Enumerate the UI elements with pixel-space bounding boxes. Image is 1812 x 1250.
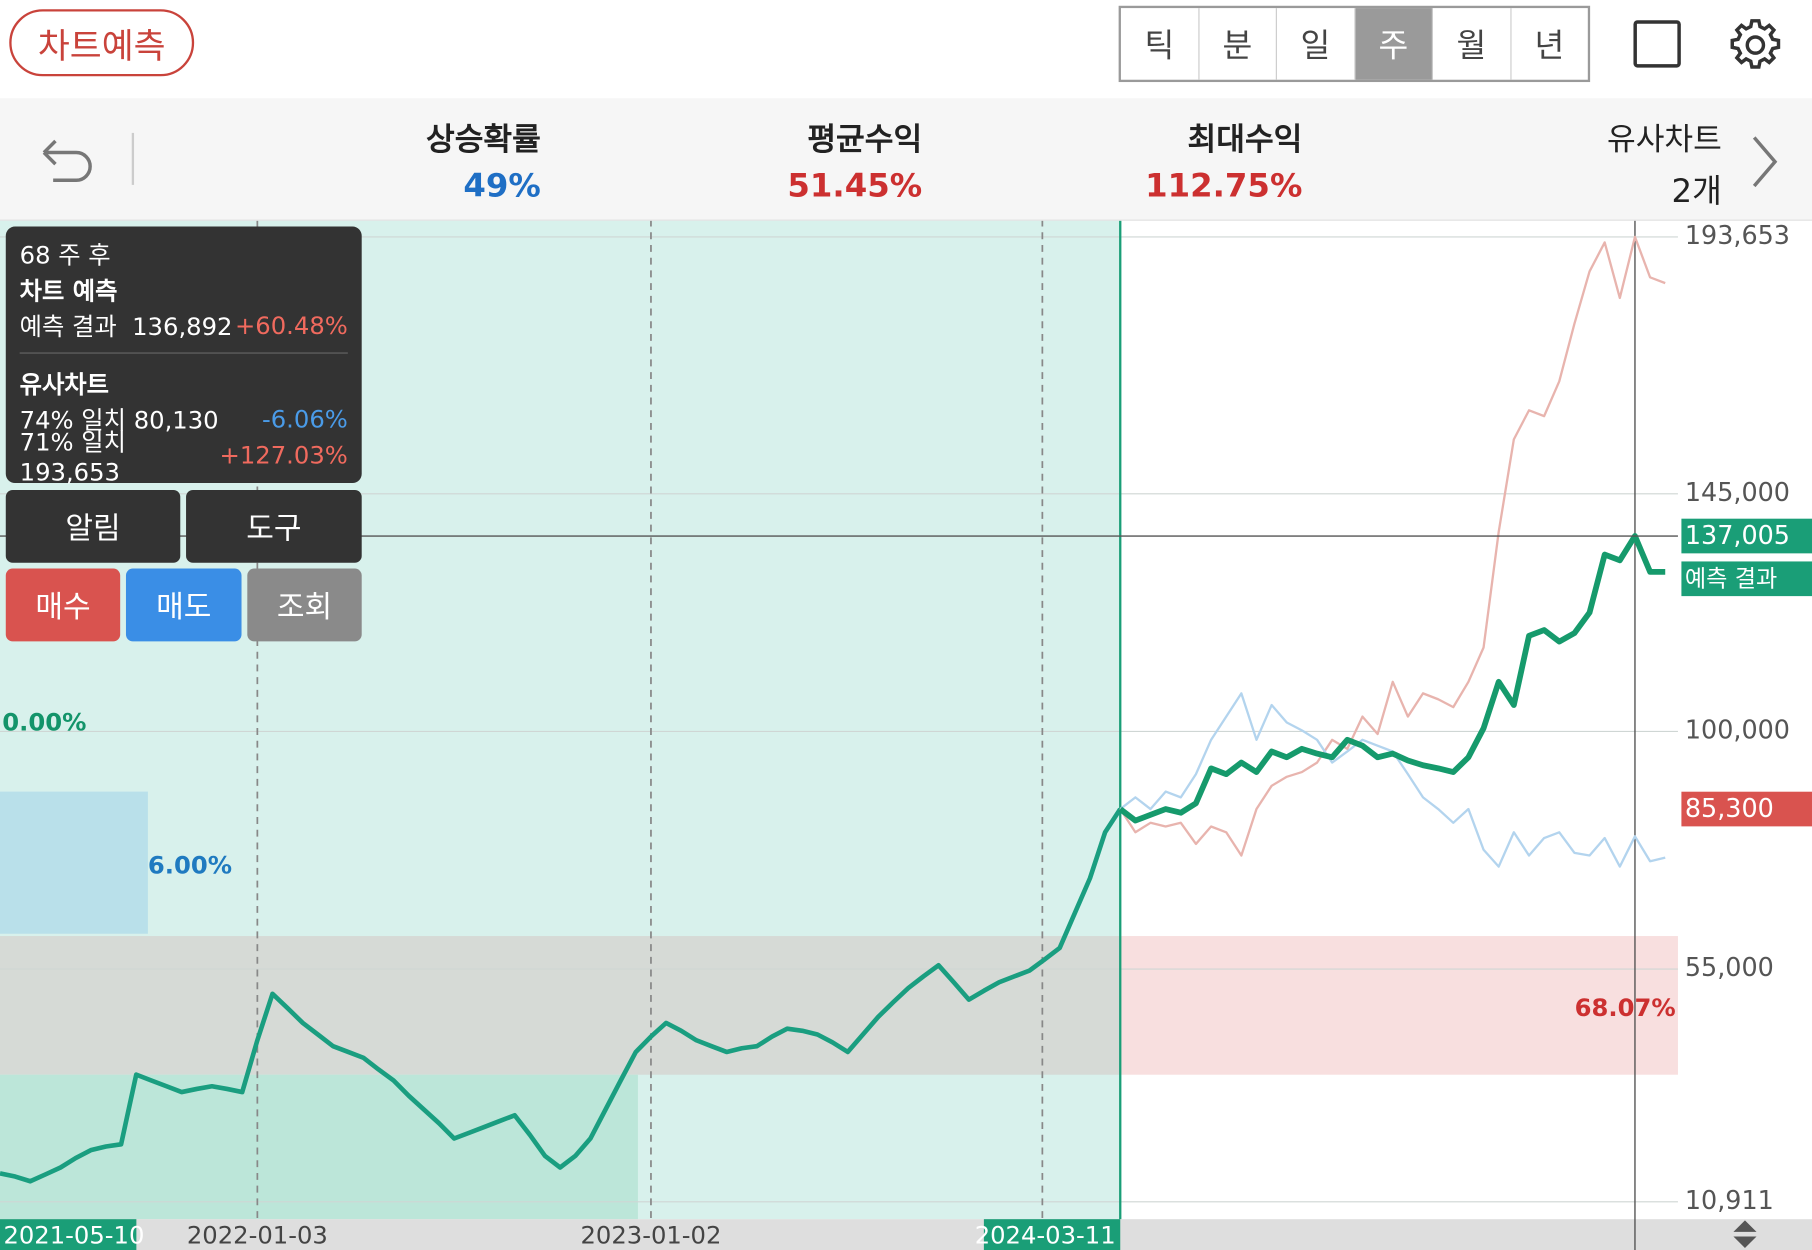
similar-value: 2개 (1671, 172, 1722, 211)
result-label: 예측 결과 (19, 312, 117, 341)
x-tick-label: 2023-01-02 (580, 1221, 721, 1250)
band-label: 0.00% (2, 707, 86, 736)
similar-info: 71% 일치 193,653 (20, 424, 220, 486)
tooltip-row: 유사차트 (20, 365, 348, 401)
similar-value: 80,130 (133, 406, 219, 434)
x-label-box (0, 1219, 137, 1250)
stat: 평균수익 51.45% (668, 114, 922, 204)
similar-rows: 74% 일치 80,130 -6.06% 71% 일치 193,653 +127.03… (20, 401, 348, 486)
x-label-box (983, 1219, 1121, 1250)
band-label: 6.00% (148, 851, 232, 880)
period: 68 주 후 (19, 240, 111, 269)
series-line (1118, 533, 1666, 824)
tooltip-row: 예측 결과 136,892 +60.48% (20, 307, 348, 343)
similar-change: -6.06% (261, 405, 348, 433)
stat-value: 51.45% (787, 166, 923, 205)
series-line (0, 807, 1123, 1184)
separator (19, 352, 348, 354)
fullscreen-icon[interactable] (1629, 16, 1687, 74)
tab[interactable]: 일 (1277, 8, 1355, 80)
y-tick-label: 55,000 (1685, 952, 1774, 982)
x-tick-label: 2022-01-03 (187, 1221, 328, 1250)
similar-value: 193,653 (19, 458, 121, 486)
stat: 상승확률 49% (287, 114, 541, 204)
prediction-tag (1681, 561, 1812, 597)
similar-row: 74% 일치 80,130 -6.06% (20, 401, 348, 437)
tab[interactable]: 분 (1199, 8, 1277, 80)
chevron-icon[interactable] (1747, 133, 1782, 191)
stat-label: 상승확률 (425, 122, 541, 159)
tooltip: 68 주 후 차트 예측 예측 결과 136,892 +60.48% 유사차트 7… (5, 226, 362, 486)
scroll-icon (1733, 1220, 1757, 1249)
price-tag (1681, 518, 1812, 554)
similar-info: 74% 일치 80,130 (20, 402, 219, 437)
price-tag-label: 85,300 (1685, 793, 1774, 823)
forecast-band (1120, 936, 1678, 1075)
tab[interactable]: 년 (1534, 26, 1565, 65)
y-tick-label: 10,911 (1685, 1185, 1774, 1215)
series-line (1119, 692, 1666, 868)
tooltip-row: 차트 예측 (20, 272, 348, 308)
x-axis-strip (0, 1219, 1812, 1250)
similar-title: 유사차트 (19, 370, 109, 399)
similar[interactable]: 유사차트 2개 (1491, 114, 1722, 212)
similar-row: 71% 일치 193,653 +127.03% (20, 428, 348, 486)
stat-value: 49% (463, 166, 541, 205)
low-box (0, 791, 148, 934)
settings-icon[interactable] (1726, 16, 1784, 74)
match: 71% 일치 (19, 428, 126, 456)
stat: 최대수익 112.75% (1048, 114, 1302, 204)
range-band (0, 936, 1121, 1075)
stat-label: 평균수익 (807, 122, 923, 159)
result-value: 136,892 (132, 312, 233, 341)
tool-button[interactable]: 도구 (186, 489, 362, 563)
tooltip-title: 차트 예측 (19, 276, 118, 305)
band-label: 68.07% (1575, 993, 1676, 1022)
price-tag (1681, 791, 1812, 827)
divider (131, 132, 135, 185)
stat-label: 최대수익 (1187, 122, 1303, 159)
tab[interactable]: 월 (1433, 8, 1511, 80)
inquiry-button[interactable]: 조회 (247, 568, 362, 642)
alert-button[interactable]: 알림 (5, 489, 181, 563)
match: 74% 일치 (19, 406, 126, 434)
y-tick-label: 100,000 (1685, 714, 1790, 744)
tab[interactable]: 틱 (1121, 8, 1199, 80)
result-change: +60.48% (234, 311, 348, 340)
predict-button[interactable]: 차트예측 (9, 9, 195, 77)
y-tick-label: 145,000 (1685, 477, 1790, 507)
series-line (1119, 235, 1666, 857)
price-tag-label: 137,005 (1685, 520, 1790, 550)
tooltip-row: 68 주 후 (20, 236, 348, 272)
stats-bar: 상승확률 49% 평균수익 51.45% 최대수익 112.75% 유사차트 2개 (0, 98, 1812, 221)
x-tick-label: 2024-03-11 (975, 1221, 1116, 1250)
stat-value: 112.75% (1145, 166, 1303, 205)
buy-button[interactable]: 매수 (5, 568, 121, 642)
sell-button[interactable]: 매도 (125, 568, 242, 642)
similar-change: +127.03% (219, 440, 348, 469)
tab[interactable]: 주 (1354, 8, 1433, 80)
prediction-tag-label: 예측 결과 (1685, 566, 1777, 592)
undo-icon[interactable] (35, 127, 97, 189)
x-tick-label: 2021-05-10 (3, 1221, 144, 1250)
similar-label: 유사차트 (1607, 122, 1722, 159)
y-tick-label: 193,653 (1685, 220, 1790, 250)
